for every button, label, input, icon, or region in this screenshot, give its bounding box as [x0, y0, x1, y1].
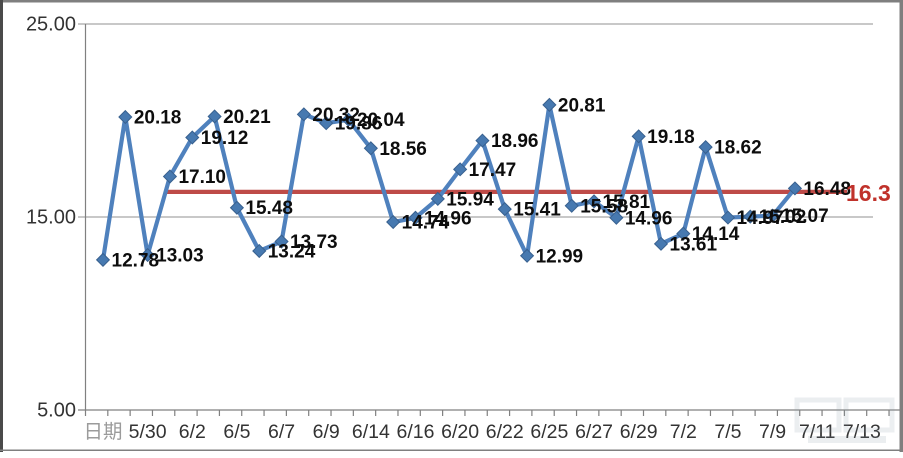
data-point-label: 15.48: [245, 198, 293, 219]
data-point-marker: [252, 243, 267, 259]
data-point-label: 12.99: [536, 246, 584, 267]
x-axis-tick-label: 6/5: [223, 421, 250, 443]
data-point-marker: [787, 181, 803, 196]
x-axis-tick-label: 7/13: [843, 421, 881, 443]
x-axis-tick-label: 6/27: [575, 421, 613, 443]
data-point-marker: [386, 214, 401, 230]
y-axis-tick-label: 25.00: [26, 14, 76, 36]
data-point-label: 18.56: [379, 139, 427, 160]
data-point-marker: [631, 129, 646, 144]
x-axis-tick-label: 6/29: [620, 421, 658, 443]
data-point-label: 20.81: [558, 95, 606, 116]
data-point-marker: [95, 252, 111, 267]
x-axis-tick-label: 7/9: [759, 421, 786, 443]
data-point-label: 19.18: [647, 127, 695, 148]
left-border: [0, 0, 3, 452]
data-point-label: 15.41: [513, 200, 561, 221]
data-point-marker: [586, 194, 602, 209]
x-axis-tick-label: 6/2: [179, 421, 206, 443]
data-point-marker: [497, 201, 512, 217]
y-axis-tick-label: 5.00: [37, 400, 76, 422]
data-point-label: 13.73: [290, 232, 338, 253]
x-axis-tick-label: 7/2: [670, 421, 697, 443]
data-point-label: 14.96: [625, 208, 673, 229]
data-point-marker: [653, 236, 669, 251]
data-point-label: 17.10: [178, 167, 226, 188]
data-point-label: 15.07: [781, 206, 829, 227]
data-point-label: 15.02: [759, 207, 807, 228]
x-axis-tick-label: 6/7: [268, 421, 295, 443]
data-point-marker: [430, 191, 445, 206]
x-axis-tick-label: 6/16: [397, 421, 435, 443]
x-axis-tick-label: 6/20: [441, 421, 479, 443]
data-point-marker: [698, 140, 713, 155]
data-point-label: 13.03: [156, 246, 204, 267]
data-point-label: 20.32: [312, 105, 360, 126]
data-point-label: 18.96: [491, 131, 539, 152]
data-point-label: 16.48: [803, 179, 851, 200]
data-point-marker: [720, 210, 736, 225]
x-axis-tick-label: 6/14: [352, 421, 390, 443]
x-axis-tick-label: 6/22: [486, 421, 524, 443]
data-point-label: 14.14: [692, 224, 740, 245]
right-border: [899, 0, 903, 452]
data-point-label: 13.61: [670, 234, 718, 255]
data-point-label: 14.96: [424, 208, 472, 229]
data-point-marker: [363, 141, 378, 156]
data-point-label: 18.62: [714, 138, 762, 159]
data-point-label: 15.58: [580, 196, 628, 217]
x-axis-tick-label: 6/25: [530, 421, 568, 443]
x-axis-tick-label: 日期: [83, 421, 122, 443]
data-point-marker: [140, 247, 155, 263]
data-point-label: 20.21: [223, 107, 271, 128]
top-border: [0, 0, 903, 3]
data-point-marker: [207, 109, 222, 124]
data-point-label: 20.04: [357, 110, 405, 131]
data-point-label: 19.86: [335, 114, 383, 135]
data-point-label: 14.97: [736, 208, 784, 229]
data-point-marker: [319, 116, 334, 131]
y-axis-tick-label: 15.00: [26, 207, 76, 229]
data-point-marker: [274, 234, 289, 249]
data-point-marker: [453, 162, 468, 177]
data-point-label: 15.81: [603, 192, 651, 213]
bottom-border: [0, 449, 903, 451]
data-point-label: 14.74: [402, 213, 450, 234]
data-point-marker: [341, 112, 356, 127]
data-point-marker: [765, 208, 780, 223]
data-point-marker: [475, 133, 490, 148]
x-axis-tick-label: 5/30: [129, 421, 167, 443]
data-point-marker: [676, 226, 691, 241]
data-point-label: 19.12: [201, 128, 249, 149]
data-point-marker: [229, 200, 245, 215]
data-point-marker: [296, 107, 311, 122]
data-point-marker: [162, 169, 178, 184]
x-axis-tick-label: 7/5: [714, 421, 741, 443]
reference-line-label: 16.3: [846, 180, 891, 206]
data-point-marker: [564, 198, 579, 213]
data-point-marker: [743, 209, 758, 224]
data-point-marker: [118, 109, 133, 125]
data-point-label: 20.18: [134, 108, 182, 129]
data-point-marker: [408, 210, 423, 225]
data-point-marker: [519, 248, 535, 263]
data-point-label: 17.47: [469, 160, 517, 181]
data-point-marker: [185, 130, 200, 145]
data-point-marker: [542, 97, 557, 112]
watermark: [794, 397, 895, 443]
data-point-marker: [609, 210, 624, 225]
data-point-label: 12.78: [112, 250, 160, 271]
x-axis-tick-label: 7/11: [799, 421, 836, 443]
x-axis-tick-label: 6/9: [313, 421, 340, 443]
data-point-label: 13.24: [268, 241, 316, 262]
data-point-label: 15.94: [446, 189, 494, 210]
